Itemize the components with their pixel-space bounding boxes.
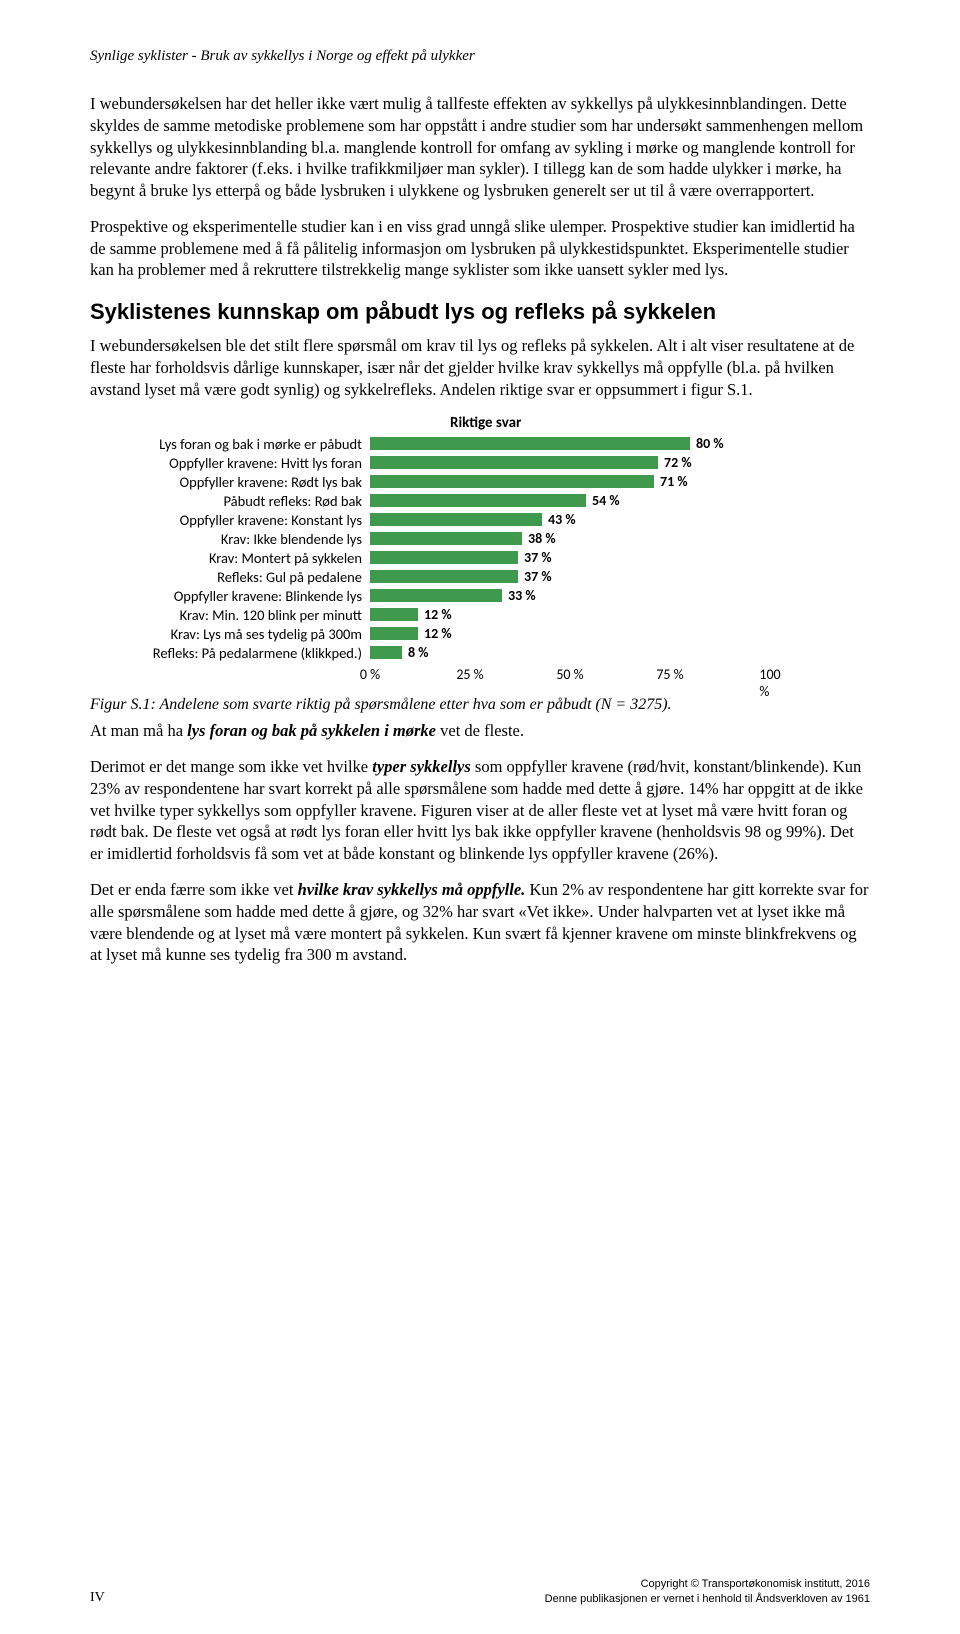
chart-row-label: Oppfyller kravene: Blinkende lys <box>90 587 370 605</box>
chart-bar-value: 54 % <box>592 492 620 509</box>
chart-row: Lys foran og bak i mørke er påbudt 80 % <box>90 434 870 453</box>
chart-bar <box>370 437 690 450</box>
chart-bar-area: 80 % <box>370 434 770 453</box>
axis-tick-label: 100 % <box>759 666 780 700</box>
chart-bar <box>370 513 542 526</box>
chart-bar-area: 71 % <box>370 472 770 491</box>
axis-tick-label: 75 % <box>656 666 683 683</box>
chart-bar-area: 38 % <box>370 529 770 548</box>
chart-row-label: Påbudt refleks: Rød bak <box>90 492 370 510</box>
chart-row: Krav: Lys må ses tydelig på 300m 12 % <box>90 624 870 643</box>
chart-bar-area: 37 % <box>370 567 770 586</box>
chart-row-label: Oppfyller kravene: Hvitt lys foran <box>90 454 370 472</box>
chart-row-label: Krav: Ikke blendende lys <box>90 530 370 548</box>
page-number: IV <box>90 1590 105 1606</box>
text-span: Det er enda færre som ikke vet <box>90 880 298 899</box>
chart-bar-value: 12 % <box>424 606 452 623</box>
figure-caption: Figur S.1: Andelene som svarte riktig på… <box>90 696 870 714</box>
chart-bar-value: 38 % <box>528 530 556 547</box>
axis-tick-label: 25 % <box>456 666 483 683</box>
chart-bar-area: 12 % <box>370 624 770 643</box>
paragraph-6: Det er enda færre som ikke vet hvilke kr… <box>90 879 870 966</box>
chart-bar <box>370 589 502 602</box>
axis-tick-label: 0 % <box>360 666 380 683</box>
chart-row-label: Krav: Montert på sykkelen <box>90 549 370 567</box>
chart-bar-area: 8 % <box>370 643 770 662</box>
chart-bar-value: 37 % <box>524 568 552 585</box>
chart-bar-area: 12 % <box>370 605 770 624</box>
chart-bar-value: 12 % <box>424 625 452 642</box>
chart-bar <box>370 646 402 659</box>
chart-bar <box>370 494 586 507</box>
chart-bar-value: 33 % <box>508 587 536 604</box>
chart-title: Riktige svar <box>450 414 870 432</box>
chart-row-label: Oppfyller kravene: Rødt lys bak <box>90 473 370 491</box>
chart-bar-area: 37 % <box>370 548 770 567</box>
chart-bar-value: 43 % <box>548 511 576 528</box>
chart-row-label: Oppfyller kravene: Konstant lys <box>90 511 370 529</box>
chart-row-label: Krav: Lys må ses tydelig på 300m <box>90 625 370 643</box>
chart-row: Krav: Ikke blendende lys 38 % <box>90 529 870 548</box>
text-span: At man må ha <box>90 721 187 740</box>
emphasis: lys foran og bak på sykkelen i mørke <box>187 721 436 740</box>
text-span: Derimot er det mange som ikke vet hvilke <box>90 757 372 776</box>
chart-bar-area: 33 % <box>370 586 770 605</box>
chart-bar <box>370 627 418 640</box>
emphasis: hvilke krav sykkellys må oppfylle. <box>298 880 526 899</box>
chart-bar <box>370 532 522 545</box>
copyright-line-2: Denne publikasjonen er vernet i henhold … <box>545 1592 870 1606</box>
chart-bar-value: 37 % <box>524 549 552 566</box>
chart-row: Krav: Min. 120 blink per minutt 12 % <box>90 605 870 624</box>
axis-tick-label: 50 % <box>556 666 583 683</box>
chart-bar-area: 43 % <box>370 510 770 529</box>
emphasis: typer sykkellys <box>372 757 471 776</box>
chart-row: Oppfyller kravene: Rødt lys bak 71 % <box>90 472 870 491</box>
paragraph-5: Derimot er det mange som ikke vet hvilke… <box>90 756 870 865</box>
copyright-line-1: Copyright © Transportøkonomisk institutt… <box>545 1577 870 1591</box>
bar-chart: Riktige svar Lys foran og bak i mørke er… <box>90 414 870 684</box>
chart-row-label: Lys foran og bak i mørke er påbudt <box>90 435 370 453</box>
section-heading: Syklistenes kunnskap om påbudt lys og re… <box>90 299 870 325</box>
chart-bar <box>370 608 418 621</box>
text-span: vet de fleste. <box>436 721 524 740</box>
chart-row: Oppfyller kravene: Blinkende lys 33 % <box>90 586 870 605</box>
running-header: Synlige syklister - Bruk av sykkellys i … <box>90 48 870 65</box>
chart-bar-value: 80 % <box>696 435 724 452</box>
chart-bar-area: 54 % <box>370 491 770 510</box>
page-footer: IV Copyright © Transportøkonomisk instit… <box>90 1577 870 1606</box>
chart-bar-value: 72 % <box>664 454 692 471</box>
chart-bar <box>370 456 658 469</box>
chart-bar <box>370 570 518 583</box>
chart-row: Refleks: Gul på pedalene 37 % <box>90 567 870 586</box>
chart-row-label: Krav: Min. 120 blink per minutt <box>90 606 370 624</box>
chart-bar-value: 71 % <box>660 473 688 490</box>
chart-bar <box>370 551 518 564</box>
chart-row: Oppfyller kravene: Konstant lys 43 % <box>90 510 870 529</box>
paragraph-3: I webundersøkelsen ble det stilt flere s… <box>90 335 870 400</box>
chart-row-label: Refleks: Gul på pedalene <box>90 568 370 586</box>
chart-row: Refleks: På pedalarmene (klikkped.) 8 % <box>90 643 870 662</box>
chart-x-axis: 0 %25 %50 %75 %100 % <box>90 666 870 684</box>
chart-row: Påbudt refleks: Rød bak 54 % <box>90 491 870 510</box>
chart-bar-area: 72 % <box>370 453 770 472</box>
paragraph-2: Prospektive og eksperimentelle studier k… <box>90 216 870 281</box>
chart-row-label: Refleks: På pedalarmene (klikkped.) <box>90 644 370 662</box>
paragraph-4: At man må ha lys foran og bak på sykkele… <box>90 720 870 742</box>
paragraph-1: I webundersøkelsen har det heller ikke v… <box>90 93 870 202</box>
chart-row: Krav: Montert på sykkelen 37 % <box>90 548 870 567</box>
chart-row: Oppfyller kravene: Hvitt lys foran 72 % <box>90 453 870 472</box>
chart-bar-value: 8 % <box>408 644 428 661</box>
chart-bar <box>370 475 654 488</box>
